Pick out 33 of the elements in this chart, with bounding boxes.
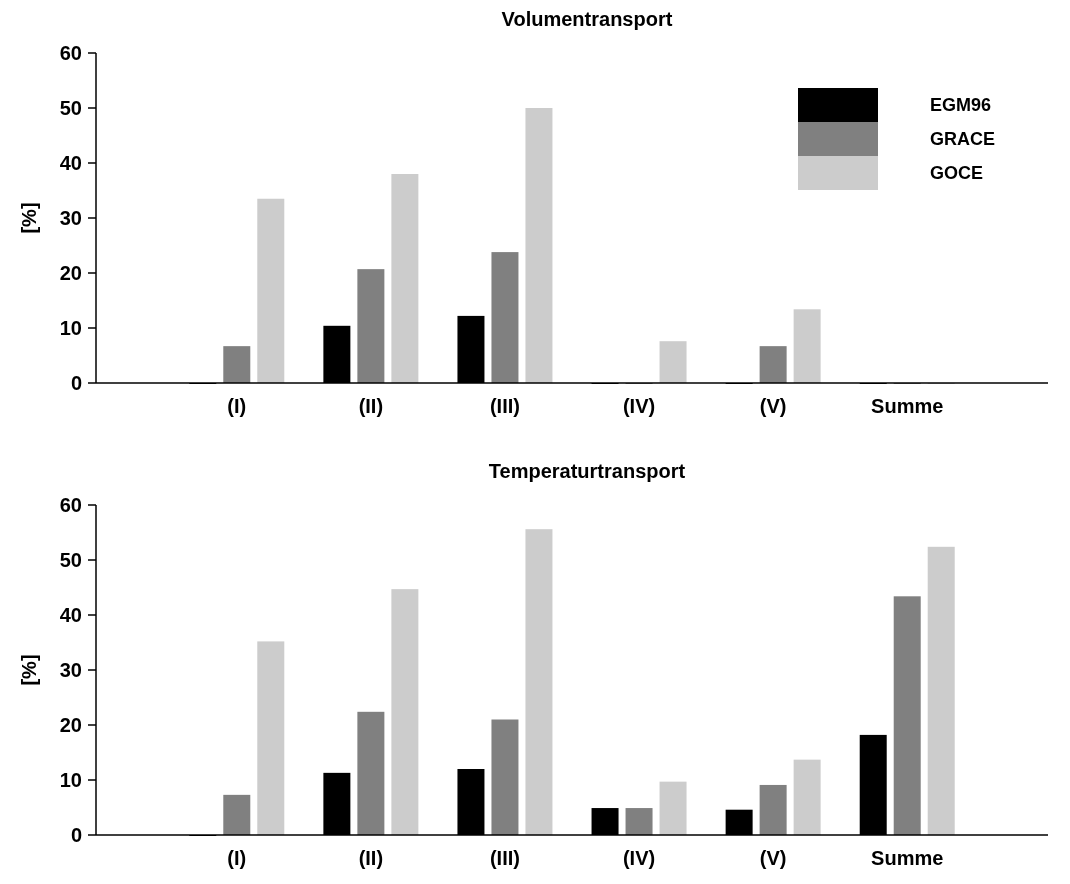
y-tick-label: 20 <box>59 714 82 736</box>
y-tick-label: 50 <box>59 97 82 119</box>
y-tick-label: 40 <box>59 604 82 626</box>
y-tick-label: 50 <box>59 549 82 571</box>
y-tick-label: 60 <box>59 42 82 64</box>
x-tick-label: (I) <box>227 847 247 869</box>
x-tick-label: (II) <box>358 395 384 417</box>
y-axis-title: [%] <box>18 202 40 234</box>
x-tick-label: (III) <box>489 847 520 869</box>
x-tick-label: (V) <box>759 847 787 869</box>
x-tick-label: (IV) <box>622 847 656 869</box>
text: GRACE <box>930 129 996 150</box>
y-tick-label: 30 <box>59 207 82 229</box>
y-tick-label: 10 <box>59 317 82 339</box>
y-tick-label: 40 <box>59 152 82 174</box>
y-tick-label: 10 <box>59 769 82 791</box>
y-axis-title: [%] <box>18 654 40 686</box>
x-tick-label: (IV) <box>622 395 656 417</box>
x-tick-label: (I) <box>227 395 247 417</box>
y-tick-label: 60 <box>59 494 82 516</box>
chart-title: Temperaturtransport <box>488 460 686 482</box>
x-tick-label: Summe <box>871 395 944 417</box>
x-tick-label: (II) <box>358 847 384 869</box>
y-tick-label: 20 <box>59 262 82 284</box>
y-tick-label: 0 <box>70 372 82 394</box>
chart-title: Volumentransport <box>501 8 673 30</box>
x-tick-label: (III) <box>489 395 520 417</box>
y-tick-label: 0 <box>70 824 82 846</box>
x-tick-label: Summe <box>871 847 944 869</box>
text: EGM96 <box>930 95 992 116</box>
text: GOCE <box>930 163 984 184</box>
x-tick-label: (V) <box>759 395 787 417</box>
y-tick-label: 30 <box>59 659 82 681</box>
